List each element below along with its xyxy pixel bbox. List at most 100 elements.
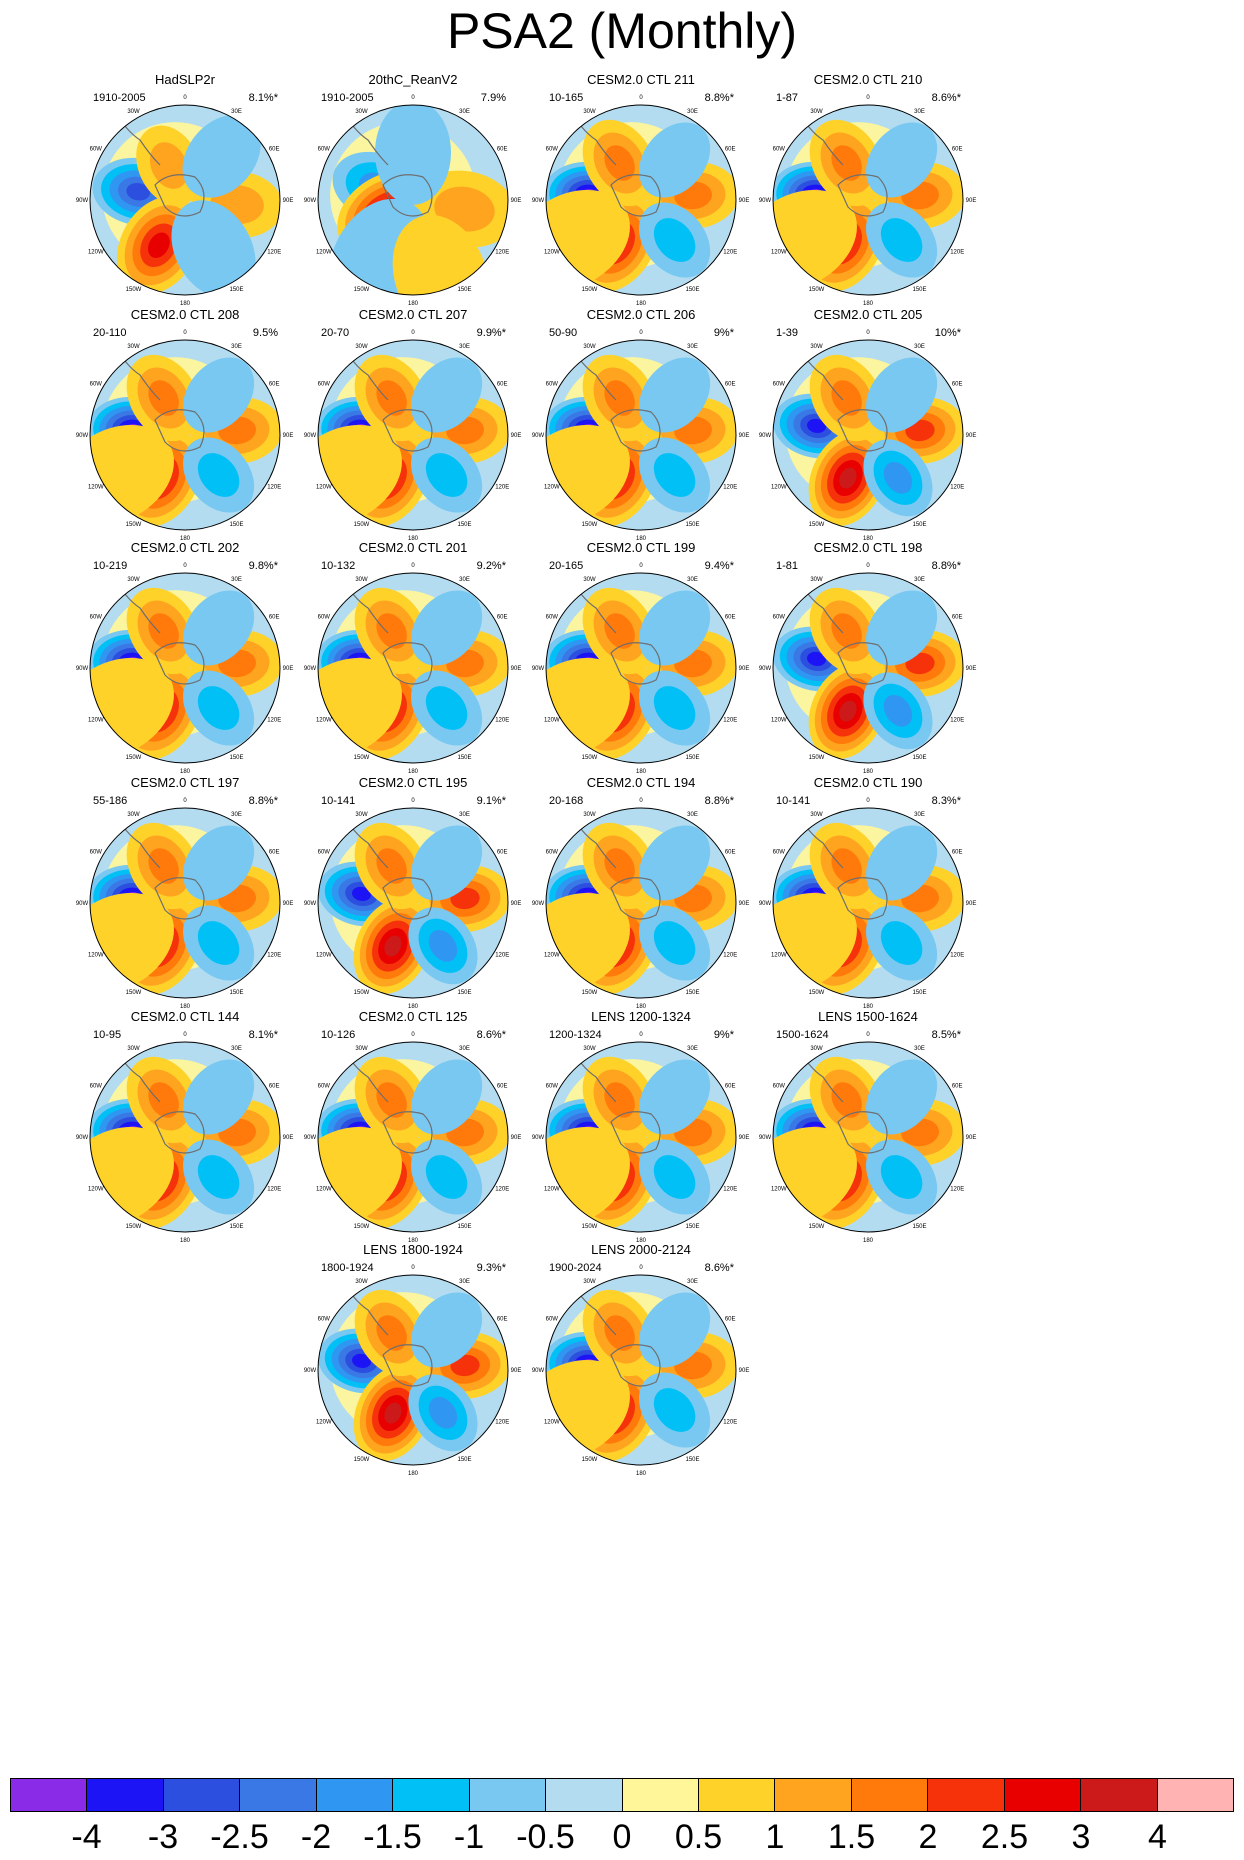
map-panel: CESM2.0 CTL 2051-39 10%*030E60E90E120E150… xyxy=(759,307,977,542)
lon-tick-label: 150E xyxy=(912,755,926,761)
panel-years: 10-141 xyxy=(776,795,810,807)
panel-percent: 9.9%* xyxy=(477,327,507,339)
lon-tick-label: 180 xyxy=(863,1238,874,1244)
colorbar-swatch xyxy=(928,1779,1004,1811)
colorbar-tick-label: -4 xyxy=(71,1818,101,1857)
panel-title: CESM2.0 CTL 197 xyxy=(131,775,240,790)
lon-tick-label: 120W xyxy=(544,1420,560,1426)
lon-tick-label: 150W xyxy=(354,287,370,293)
lon-tick-label: 90E xyxy=(511,1135,522,1141)
panel-title: LENS 1200-1324 xyxy=(591,1009,691,1024)
lon-tick-label: 120W xyxy=(88,250,104,256)
lon-tick-label: 0 xyxy=(639,1265,643,1271)
lon-tick-label: 30W xyxy=(127,109,140,115)
panel-years: 10-165 xyxy=(549,92,583,104)
lon-tick-label: 90E xyxy=(511,433,522,439)
lon-tick-label: 30W xyxy=(355,1279,368,1285)
lon-tick-label: 90E xyxy=(511,666,522,672)
panel-years: 20-70 xyxy=(321,327,349,339)
panel-title: 20thC_ReanV2 xyxy=(369,72,458,87)
lon-tick-label: 30W xyxy=(810,344,823,350)
lon-tick-label: 60E xyxy=(269,615,280,621)
panel-title: CESM2.0 CTL 207 xyxy=(359,307,468,322)
panel-title: CESM2.0 CTL 201 xyxy=(359,540,468,555)
lon-tick-label: 90E xyxy=(966,198,977,204)
lon-tick-label: 60W xyxy=(773,615,786,621)
colorbar-tick-label: -3 xyxy=(148,1818,178,1857)
colorbar-swatch xyxy=(546,1779,622,1811)
lon-tick-label: 0 xyxy=(183,95,187,101)
lon-tick-label: 60E xyxy=(952,615,963,621)
panel-title: CESM2.0 CTL 202 xyxy=(131,540,240,555)
colorbar-swatch xyxy=(317,1779,393,1811)
lon-tick-label: 60E xyxy=(725,147,736,153)
lon-tick-label: 120W xyxy=(316,250,332,256)
colorbar-tick-label: 0.5 xyxy=(675,1818,722,1857)
lon-tick-label: 30E xyxy=(459,577,470,583)
lon-tick-label: 120W xyxy=(88,953,104,959)
lon-tick-label: 90E xyxy=(511,901,522,907)
panel-years: 1-39 xyxy=(776,327,798,339)
lon-tick-label: 60W xyxy=(773,850,786,856)
panel-years: 10-219 xyxy=(93,560,127,572)
lon-tick-label: 90W xyxy=(532,198,545,204)
lon-tick-label: 150W xyxy=(354,755,370,761)
lon-tick-label: 90W xyxy=(304,198,317,204)
lon-tick-label: 90E xyxy=(511,198,522,204)
lon-tick-label: 90W xyxy=(304,1135,317,1141)
panel-years: 20-165 xyxy=(549,560,583,572)
panel-title: CESM2.0 CTL 211 xyxy=(587,72,695,87)
lon-tick-label: 60W xyxy=(773,382,786,388)
panel-years: 1-81 xyxy=(776,560,798,572)
lon-tick-label: 30E xyxy=(914,344,925,350)
lon-tick-label: 90W xyxy=(759,901,772,907)
lon-tick-label: 60W xyxy=(546,615,559,621)
lon-tick-label: 120E xyxy=(950,1187,964,1193)
lon-tick-label: 90E xyxy=(511,1368,522,1374)
lon-tick-label: 120W xyxy=(771,485,787,491)
panel-percent: 8.1%* xyxy=(249,92,279,104)
panel-title: CESM2.0 CTL 210 xyxy=(814,72,923,87)
panel-percent: 9%* xyxy=(714,1029,735,1041)
lon-tick-label: 30W xyxy=(583,1046,596,1052)
lon-tick-label: 30W xyxy=(810,812,823,818)
lon-tick-label: 60E xyxy=(952,1084,963,1090)
map-panel: CESM2.0 CTL 19510-141 9.1%*030E60E90E120E… xyxy=(304,775,522,1010)
panel-percent: 9.1%* xyxy=(477,795,507,807)
colorbar-tick-label: 1.5 xyxy=(828,1818,875,1857)
lon-tick-label: 30W xyxy=(355,577,368,583)
lon-tick-label: 120W xyxy=(544,250,560,256)
lon-tick-label: 30W xyxy=(127,577,140,583)
lon-tick-label: 150W xyxy=(126,522,142,528)
panel-title: LENS 1500-1624 xyxy=(818,1009,918,1024)
lon-tick-label: 150E xyxy=(685,522,699,528)
lon-tick-label: 60E xyxy=(497,147,508,153)
map-panel: CESM2.0 CTL 207 20-70 9.9%* 0 30E 60E 90E 120E 1… xyxy=(266,307,521,546)
lon-tick-label: 60E xyxy=(497,615,508,621)
lon-tick-label: 150E xyxy=(229,287,243,293)
lon-tick-label: 150W xyxy=(582,287,598,293)
lon-tick-label: 30E xyxy=(231,1046,242,1052)
lon-tick-label: 60E xyxy=(725,850,736,856)
lon-tick-label: 120E xyxy=(950,485,964,491)
lon-tick-label: 150W xyxy=(354,1224,370,1230)
lon-tick-label: 90W xyxy=(76,1135,89,1141)
panel-years: 1500-1624 xyxy=(776,1029,829,1041)
map-panel: CESM2.0 CTL 19420-168 8.8%*030E60E90E120E… xyxy=(494,775,749,1014)
map-panel: CESM2.0 CTL 206 50-90 9%* 0 30E 60E 90E 120E 150… xyxy=(494,307,749,546)
lon-tick-label: 0 xyxy=(639,95,643,101)
lon-tick-label: 90W xyxy=(759,198,772,204)
map-panel: LENS 2000-21241900-2024 8.6%*030E60E90E12… xyxy=(494,1242,749,1481)
lon-tick-label: 90E xyxy=(739,901,750,907)
colorbar-swatch xyxy=(87,1779,163,1811)
lon-tick-label: 0 xyxy=(866,95,870,101)
lon-tick-label: 120E xyxy=(267,250,281,256)
lon-tick-label: 150E xyxy=(229,755,243,761)
lon-tick-label: 60E xyxy=(497,1317,508,1323)
lon-tick-label: 120W xyxy=(771,718,787,724)
colorbar-swatch xyxy=(11,1779,87,1811)
lon-tick-label: 150E xyxy=(685,755,699,761)
lon-tick-label: 150E xyxy=(685,1224,699,1230)
colorbar-tick-label: 3 xyxy=(1072,1818,1091,1857)
panel-percent: 8.5%* xyxy=(932,1029,962,1041)
